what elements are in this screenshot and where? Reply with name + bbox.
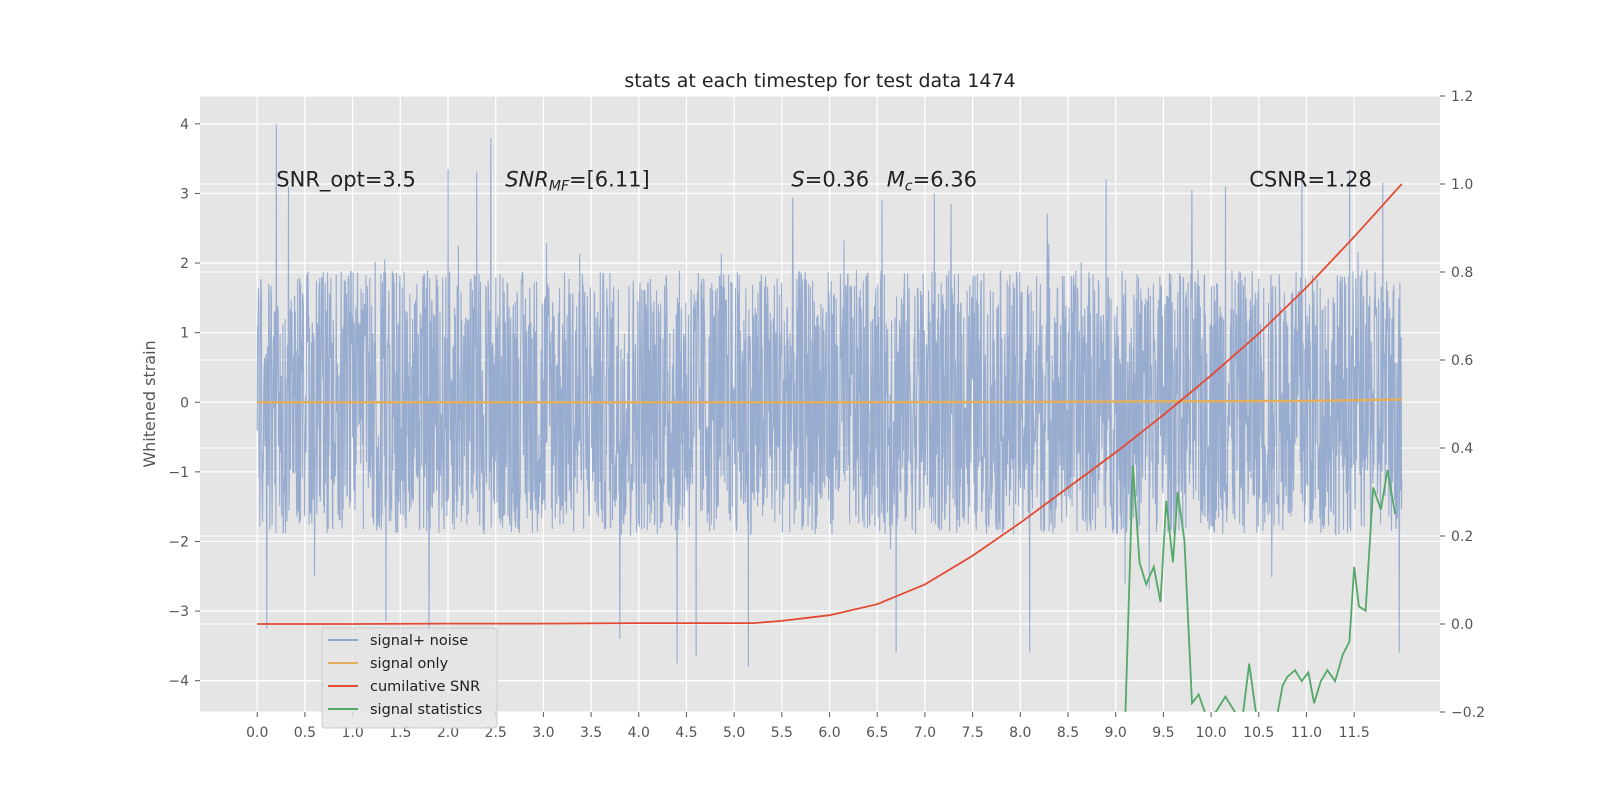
x-tick-label: 3.5: [580, 725, 602, 741]
y-left-tick-label: 4: [180, 117, 189, 133]
y-right-tick-label: 0.0: [1451, 617, 1473, 633]
x-tick-label: 8.5: [1057, 725, 1079, 741]
legend-entry-label: signal+ noise: [370, 633, 468, 649]
x-tick-label: 2.5: [485, 725, 507, 741]
x-tick-label: 3.0: [532, 725, 554, 741]
series-signal-statistics: [1124, 465, 1397, 712]
legend-entry-label: cumilative SNR: [370, 679, 480, 695]
chart-title: stats at each timestep for test data 147…: [624, 70, 1015, 92]
y-left-axis: 4 3 2 1 0 −1 −2 −3 −4: [168, 117, 200, 690]
annotation-text: Mc=6.36: [887, 168, 977, 195]
y-right-tick-label: −0.2: [1451, 705, 1485, 721]
x-tick-label: 9.5: [1152, 725, 1174, 741]
cumilative-snr-line: [257, 183, 1403, 625]
y-right-tick-label: 1.0: [1451, 177, 1473, 193]
y-left-tick-label: −3: [168, 604, 189, 620]
x-tick-label: 1.5: [389, 725, 411, 741]
x-tick-label: 5.0: [723, 725, 745, 741]
signal-only-line: [257, 398, 1402, 404]
x-tick-label: 4.5: [675, 725, 697, 741]
annotations: SNR_opt=3.5 SNRMF=[6.11] S=0.36 Mc=6.36 CSNR…: [276, 168, 1372, 195]
legend-entry-label: signal only: [370, 656, 449, 672]
x-tick-label: 5.5: [771, 725, 793, 741]
x-tick-label: 9.0: [1105, 725, 1127, 741]
x-tick-label: 10.0: [1195, 725, 1226, 741]
x-tick-label: 11.0: [1291, 725, 1322, 741]
y-right-tick-label: 0.6: [1451, 353, 1473, 369]
series-signal-plus-noise: [256, 123, 1403, 667]
legend-box: [321, 627, 498, 729]
y-left-tick-label: 1: [180, 326, 189, 342]
annotation-text: SNR_opt=3.5: [276, 168, 416, 193]
series-signal-only: [257, 398, 1402, 404]
y-left-tick-label: −1: [168, 465, 189, 481]
x-tick-label: 0.0: [246, 725, 268, 741]
y-left-tick-label: 2: [180, 256, 189, 272]
y-right-axis: 1.2 1.0 0.8 0.6 0.4 0.2 0.0 −0.2: [1440, 89, 1485, 721]
x-tick-label: 7.0: [914, 725, 936, 741]
y-right-tick-label: 0.2: [1451, 529, 1473, 545]
y-left-tick-label: −4: [168, 674, 189, 690]
x-tick-label: 10.5: [1243, 725, 1274, 741]
y-left-tick-label: 3: [180, 186, 189, 202]
annotation-text: S=0.36: [791, 168, 869, 192]
y-right-tick-label: 1.2: [1451, 89, 1473, 105]
y-axis-label: Whitened strain: [140, 340, 159, 467]
x-tick-label: 1.0: [341, 725, 363, 741]
annotation-text: CSNR=1.28: [1249, 168, 1372, 192]
legend: signal+ noise signal only cumilative SNR si…: [321, 627, 498, 729]
x-tick-label: 4.0: [628, 725, 650, 741]
y-right-tick-label: 0.4: [1451, 441, 1473, 457]
annotation-text: SNRMF=[6.11]: [505, 168, 650, 195]
signal-statistics-line: [1124, 465, 1397, 712]
y-left-tick-label: −2: [168, 534, 189, 550]
x-tick-label: 6.5: [866, 725, 888, 741]
y-left-tick-label: 0: [180, 395, 189, 411]
x-tick-label: 7.5: [961, 725, 983, 741]
x-tick-label: 11.5: [1339, 725, 1370, 741]
series-cumilative-snr: [257, 183, 1403, 625]
legend-entry-label: signal statistics: [370, 702, 482, 718]
x-tick-label: 2.0: [437, 725, 459, 741]
x-tick-label: 8.0: [1009, 725, 1031, 741]
x-tick-label: 6.0: [818, 725, 840, 741]
x-axis: 0.0 0.5 1.0 1.5 2.0 2.5 3.0 3.5 4.0 4.5 5.0 5.5 6.0 6…: [246, 712, 1370, 741]
x-tick-label: 0.5: [294, 725, 316, 741]
signal-plus-noise-line: [256, 123, 1403, 667]
y-right-tick-label: 0.8: [1451, 265, 1473, 281]
